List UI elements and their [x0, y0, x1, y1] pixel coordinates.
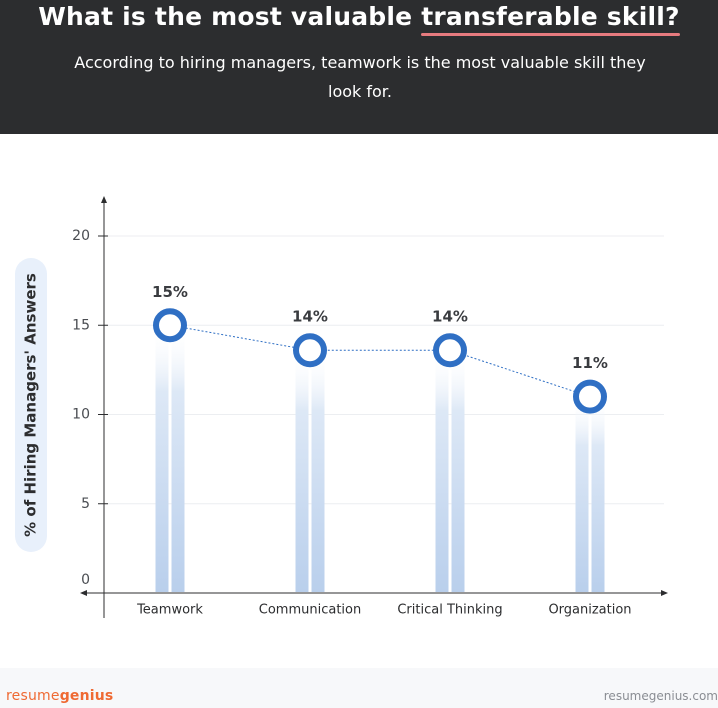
footer: resumegenius resumegenius.com: [0, 668, 718, 708]
page-title: What is the most valuable transferable s…: [0, 2, 718, 36]
data-label: 14%: [292, 308, 328, 326]
x-category-label: Organization: [548, 603, 631, 618]
data-point-marker: [153, 308, 187, 343]
value-column: [575, 396, 589, 592]
value-column: [451, 350, 465, 592]
x-axis-arrow-left: [80, 590, 87, 596]
page-subtitle: According to hiring managers, teamwork i…: [74, 53, 646, 101]
value-column: [171, 325, 185, 592]
data-point-marker: [293, 333, 327, 368]
value-column: [435, 350, 449, 592]
x-axis-arrow: [661, 590, 668, 596]
data-point-marker: [573, 379, 607, 414]
brand-prefix: resume: [6, 688, 60, 704]
y-tick-label: 20: [72, 228, 90, 244]
y-tick-label: 5: [81, 496, 90, 512]
value-column: [295, 350, 309, 592]
y-tick-label: 15: [72, 317, 90, 333]
value-column: [311, 350, 325, 592]
data-point-marker: [433, 333, 467, 368]
brand-logo: resumegenius: [6, 688, 113, 704]
series-line: [169, 324, 591, 398]
x-category-label: Teamwork: [136, 603, 203, 618]
data-label: 11%: [572, 354, 608, 372]
y-axis-arrow: [101, 196, 107, 203]
title-prefix: What is the most valuable: [38, 2, 422, 31]
y-axis-label-pill: % of Hiring Managers' Answers: [15, 258, 47, 552]
value-column: [155, 325, 169, 592]
y-tick-label: 10: [72, 407, 90, 423]
data-label: 15%: [152, 283, 188, 301]
line-chart: % of Hiring Managers' Answers 0 5 10 15 20 15…: [15, 196, 668, 618]
brand-bold: genius: [59, 688, 114, 704]
title-highlight: transferable skill?: [421, 2, 680, 36]
footer-domain: resumegenius.com: [603, 689, 718, 703]
x-category-label: Communication: [259, 603, 361, 618]
data-label: 14%: [432, 308, 468, 326]
y-axis-label: % of Hiring Managers' Answers: [22, 273, 40, 537]
header-banner: What is the most valuable transferable s…: [0, 0, 718, 134]
x-category-label: Critical Thinking: [397, 603, 502, 618]
value-column: [591, 396, 605, 592]
y-tick-label: 0: [81, 572, 90, 588]
